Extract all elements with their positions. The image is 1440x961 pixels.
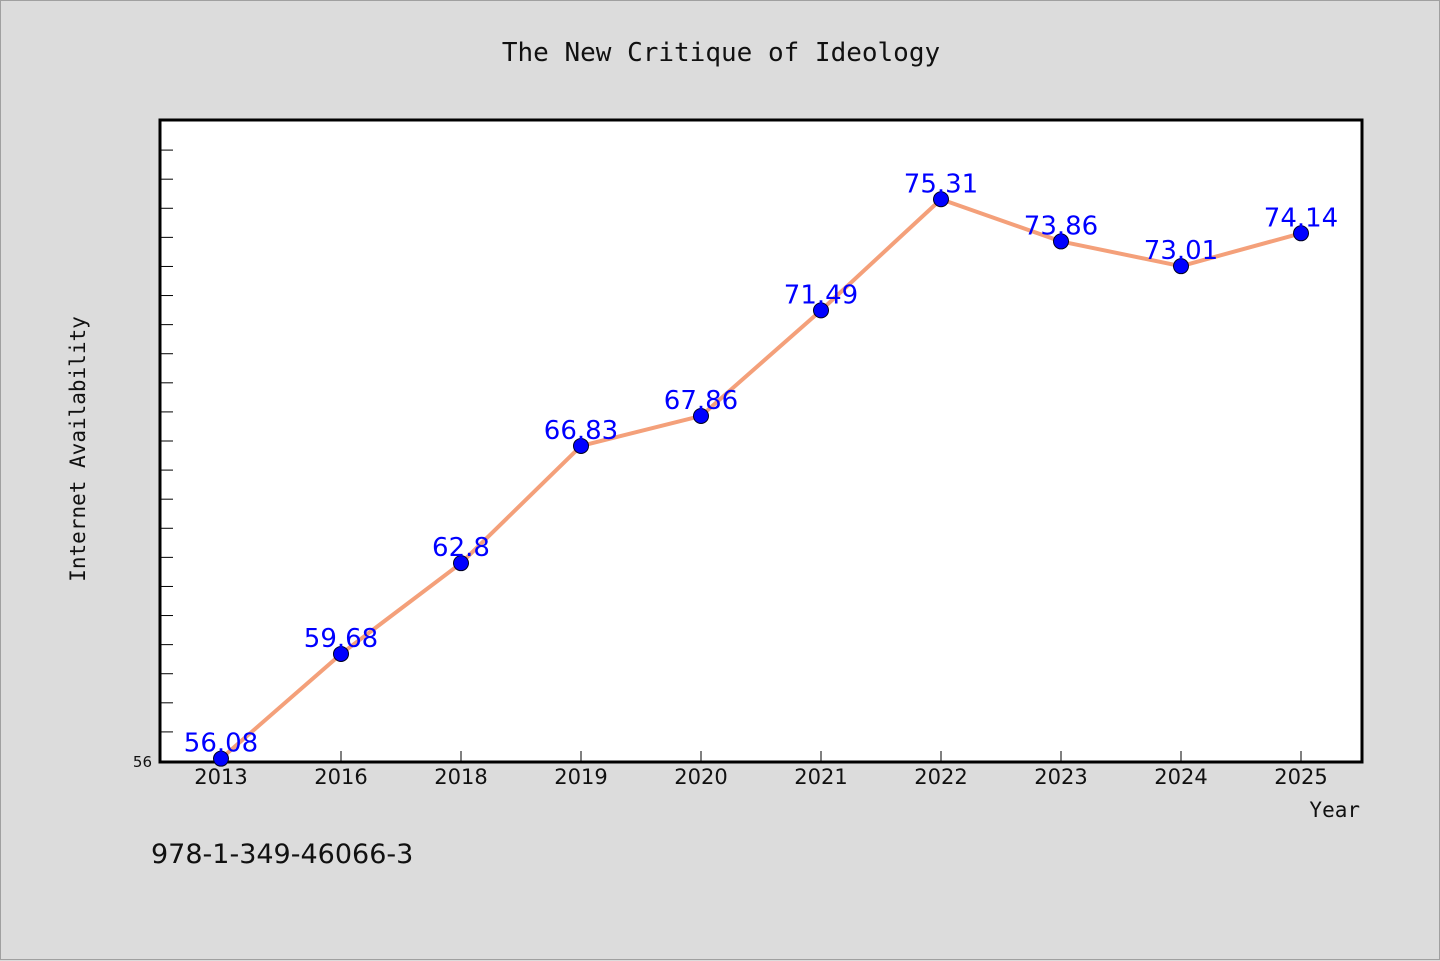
data-point (213, 750, 229, 767)
data-point (1053, 233, 1069, 250)
x-tick-label: 2016 (314, 765, 367, 789)
data-label: 59.68 (304, 624, 378, 654)
y-axis-label: Internet Availability (66, 316, 90, 582)
x-tick-label: 2019 (554, 765, 607, 789)
data-point (1173, 258, 1189, 275)
data-label: 75.31 (904, 169, 978, 199)
data-point (813, 302, 829, 319)
data-labels-group: 56.08 59.68 62.8 66.83 67.86 71.49 75.31 73.86 7… (184, 169, 1338, 758)
x-tick-label: 2021 (794, 765, 847, 789)
data-point (333, 645, 349, 662)
chart-title: The New Critique of Ideology (502, 38, 940, 68)
x-tick-label: 2018 (434, 765, 487, 789)
data-point (693, 407, 709, 424)
data-label: 66.83 (544, 416, 618, 446)
series-points-group (213, 191, 1309, 767)
x-tick-label: 2022 (914, 765, 967, 789)
series-line-group (219, 197, 1303, 761)
data-label: 74.14 (1264, 203, 1338, 233)
data-point (453, 555, 469, 572)
data-label: 62.8 (432, 533, 490, 563)
data-point (573, 437, 589, 454)
x-axis-tick-labels: 2013 2016 2018 2019 2020 2021 2022 2023 2024 2025 (194, 751, 1328, 789)
data-label: 56.08 (184, 729, 258, 759)
x-axis-label: Year (1309, 798, 1360, 822)
x-tick-label: 2025 (1274, 765, 1327, 789)
y-axis-ticks (161, 149, 173, 733)
isbn-text: 978-1-349-46066-3 (151, 839, 413, 870)
data-point (933, 191, 949, 208)
plot-area (158, 118, 1364, 764)
data-label: 73.01 (1144, 236, 1218, 266)
x-tick-label: 2020 (674, 765, 727, 789)
x-tick-label: 2024 (1154, 765, 1207, 789)
data-label: 73.86 (1024, 211, 1098, 241)
x-tick-label: 2023 (1034, 765, 1087, 789)
series-line (219, 197, 1303, 761)
data-point (1293, 225, 1309, 242)
data-label: 67.86 (664, 386, 738, 416)
y-tick-label: 56 (133, 753, 152, 771)
data-label: 71.49 (784, 280, 858, 310)
x-tick-label: 2013 (194, 765, 247, 789)
